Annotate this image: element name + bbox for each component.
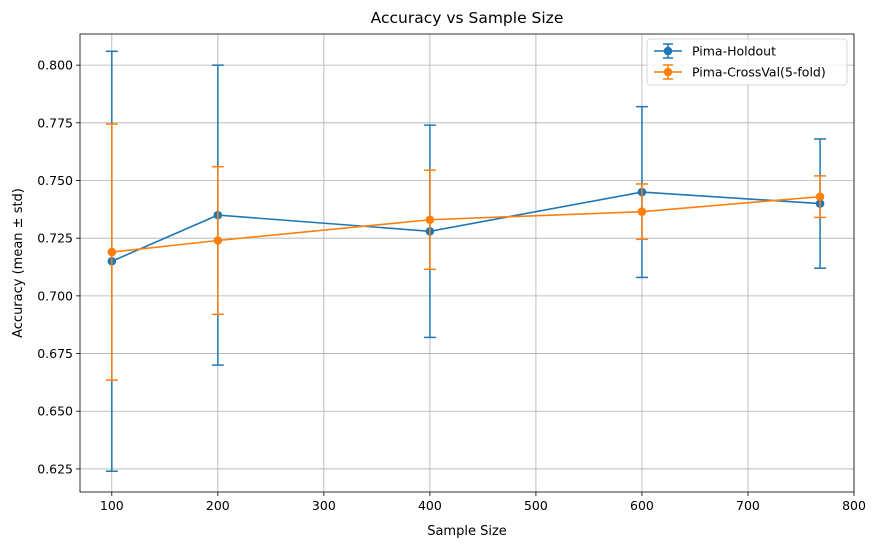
ticks: 100 200 300 400 500 600 700 800 0.625 0.650 0.675 0… bbox=[37, 58, 866, 513]
y-tick-label: 0.700 bbox=[37, 288, 73, 303]
y-tick-label: 0.775 bbox=[37, 115, 73, 130]
legend: Pima-Holdout Pima-CrossVal(5-fold) bbox=[646, 38, 848, 86]
data-point bbox=[815, 192, 825, 201]
x-tick-label: 400 bbox=[418, 498, 442, 513]
legend-label: Pima-CrossVal(5-fold) bbox=[692, 65, 826, 80]
plot-frame bbox=[79, 33, 855, 493]
y-tick-label: 0.800 bbox=[37, 58, 73, 73]
y-tick-label: 0.725 bbox=[37, 231, 73, 246]
legend-marker bbox=[663, 67, 673, 77]
data-point bbox=[637, 207, 647, 216]
x-tick-label: 300 bbox=[312, 498, 336, 513]
legend-label: Pima-Holdout bbox=[692, 44, 776, 59]
y-tick-label: 0.750 bbox=[37, 173, 73, 188]
legend-marker bbox=[663, 46, 673, 56]
legend-box bbox=[646, 38, 848, 86]
series-1 bbox=[105, 123, 827, 381]
data-point bbox=[213, 236, 223, 245]
y-tick-label: 0.650 bbox=[37, 404, 73, 419]
x-tick-label: 600 bbox=[630, 498, 654, 513]
x-tick-label: 100 bbox=[100, 498, 124, 513]
x-tick-label: 700 bbox=[736, 498, 760, 513]
series-layer bbox=[105, 50, 827, 472]
y-axis-label: Accuracy (mean ± std) bbox=[11, 188, 26, 338]
y-tick-label: 0.625 bbox=[37, 461, 73, 476]
data-point bbox=[107, 247, 117, 257]
x-axis-label: Sample Size bbox=[427, 524, 507, 539]
chart-title: Accuracy vs Sample Size bbox=[371, 9, 564, 27]
data-point bbox=[425, 215, 435, 225]
x-tick-label: 200 bbox=[206, 498, 230, 513]
x-tick-label: 800 bbox=[842, 498, 866, 513]
x-tick-label: 500 bbox=[524, 498, 548, 513]
y-tick-label: 0.675 bbox=[37, 346, 73, 361]
